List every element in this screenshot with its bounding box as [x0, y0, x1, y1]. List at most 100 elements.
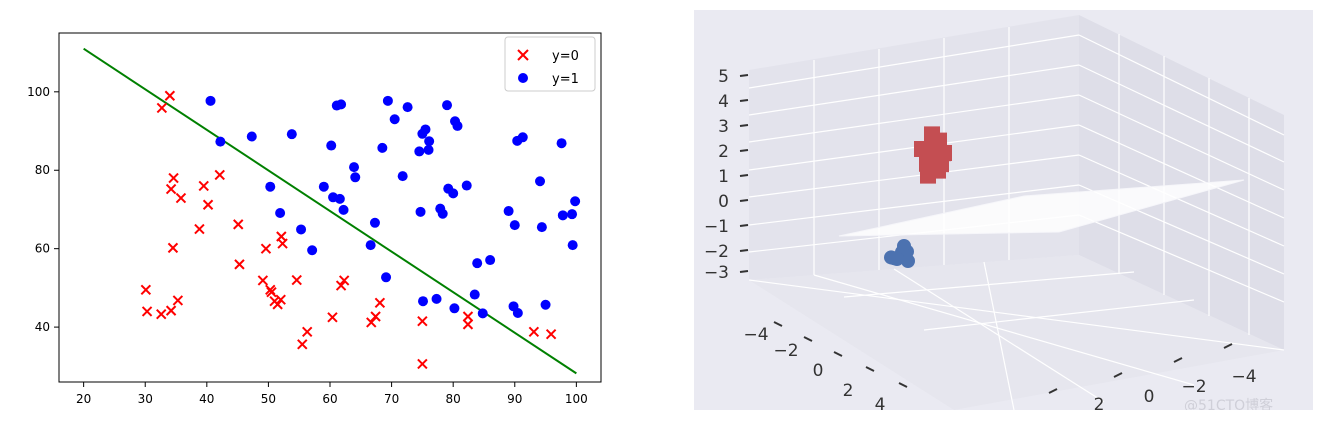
point-y1 — [535, 176, 546, 187]
point-y1 — [461, 180, 472, 191]
point-y1 — [377, 142, 388, 153]
x-tick-label: 50 — [261, 392, 276, 406]
point-y1 — [307, 245, 318, 256]
point-y1 — [517, 132, 528, 143]
x-tick-label: 80 — [446, 392, 461, 406]
point-y0 — [198, 180, 209, 192]
point-y0 — [194, 223, 205, 235]
point-y0 — [297, 339, 308, 350]
point-y0 — [214, 169, 225, 181]
point-y0 — [366, 317, 377, 328]
point-y1 — [503, 206, 514, 217]
point-y0 — [260, 243, 272, 254]
y-tick-label: 100 — [27, 85, 50, 99]
x-axis-tick-marks-left — [773, 321, 908, 388]
point-y1 — [246, 131, 257, 142]
point-y0 — [165, 183, 177, 195]
point-y0 — [140, 284, 152, 296]
y-tick-label: 60 — [35, 242, 50, 256]
point-y1 — [477, 308, 488, 319]
point-y0 — [202, 199, 214, 210]
legend-label-y0: y=0 — [552, 49, 579, 64]
point-y0 — [234, 259, 245, 270]
point-y1 — [469, 289, 480, 300]
point-y0 — [257, 275, 269, 286]
point-y1 — [402, 102, 413, 113]
point-y1 — [338, 204, 349, 215]
left-tick-label: −4 — [743, 325, 768, 345]
point-y1 — [365, 240, 376, 251]
point-y0 — [335, 280, 347, 291]
watermark: @51CTO博客 — [1184, 397, 1273, 410]
logistic-regression-scatter-chart: 20 30 40 50 60 70 80 90 100 40 60 80 100 y=0 y=1 — [27, 32, 602, 406]
legend-marker-y1 — [518, 73, 528, 83]
left-tick-label: 2 — [843, 381, 854, 401]
blue-point — [901, 254, 915, 268]
point-y0 — [327, 312, 338, 323]
legend-label-y1: y=1 — [552, 72, 579, 87]
point-y1 — [414, 146, 425, 157]
point-y1 — [536, 222, 547, 233]
x-tick-label: 70 — [384, 392, 399, 406]
x-axis-ticks: 20 30 40 50 60 70 80 90 100 — [76, 382, 588, 406]
point-y0 — [165, 305, 177, 316]
series-y0-points — [140, 90, 557, 370]
y-tick-label: 80 — [35, 163, 50, 177]
z-tick-label: −1 — [704, 217, 729, 237]
x-tick-label: 30 — [138, 392, 153, 406]
point-y0 — [168, 172, 179, 184]
x-axis-tick-marks-right — [1048, 343, 1233, 394]
right-tick-label: −2 — [1181, 377, 1206, 397]
point-y1 — [415, 206, 426, 217]
point-y0 — [175, 192, 187, 204]
left-tick-label: 0 — [813, 361, 824, 381]
point-y0 — [374, 297, 386, 308]
right-tick-label: 0 — [1144, 387, 1155, 407]
z-tick-label: 4 — [718, 92, 729, 112]
point-y1 — [448, 188, 459, 199]
red-point — [914, 141, 930, 157]
point-y1 — [296, 224, 307, 235]
point-y1 — [556, 138, 567, 149]
point-y1 — [437, 208, 448, 219]
point-y1 — [567, 209, 578, 220]
point-y0 — [370, 311, 381, 322]
point-y1 — [424, 136, 435, 147]
z-axis-tick-marks — [739, 74, 749, 273]
z-axis-tick-labels: 5 4 3 2 1 0 −1 −2−3 — [704, 67, 729, 283]
point-y1 — [275, 207, 286, 218]
point-y0 — [291, 274, 302, 286]
point-y0 — [417, 316, 428, 327]
point-y0 — [164, 90, 176, 101]
right-axis-tick-labels: −4 −2 0 2 — [1094, 367, 1257, 410]
point-y1 — [449, 303, 460, 314]
point-y1 — [286, 129, 297, 140]
point-y1 — [509, 220, 520, 231]
x-tick-label: 60 — [322, 392, 337, 406]
x-tick-label: 20 — [76, 392, 91, 406]
point-y1 — [349, 162, 360, 173]
point-y0 — [156, 308, 167, 320]
x-tick-label: 90 — [507, 392, 522, 406]
series-y1-points — [205, 95, 581, 319]
blue-point — [884, 250, 898, 265]
point-y0 — [462, 311, 474, 322]
point-y1 — [423, 144, 434, 155]
x-tick-label: 100 — [565, 392, 588, 406]
point-y1 — [431, 293, 442, 304]
point-y0 — [528, 326, 540, 338]
point-y0 — [338, 275, 350, 286]
class-1-cluster-points — [884, 239, 915, 268]
point-y1 — [215, 136, 226, 147]
right-tick-label: 2 — [1094, 395, 1105, 410]
z-tick-label: −2 — [704, 242, 729, 262]
point-y1 — [442, 100, 453, 111]
point-y1 — [397, 171, 408, 182]
point-y0 — [141, 306, 153, 317]
x-tick-label: 40 — [199, 392, 214, 406]
z-tick-label: 2 — [718, 142, 729, 162]
point-y0 — [462, 319, 474, 330]
point-y0 — [545, 328, 557, 340]
point-y1 — [570, 196, 581, 207]
